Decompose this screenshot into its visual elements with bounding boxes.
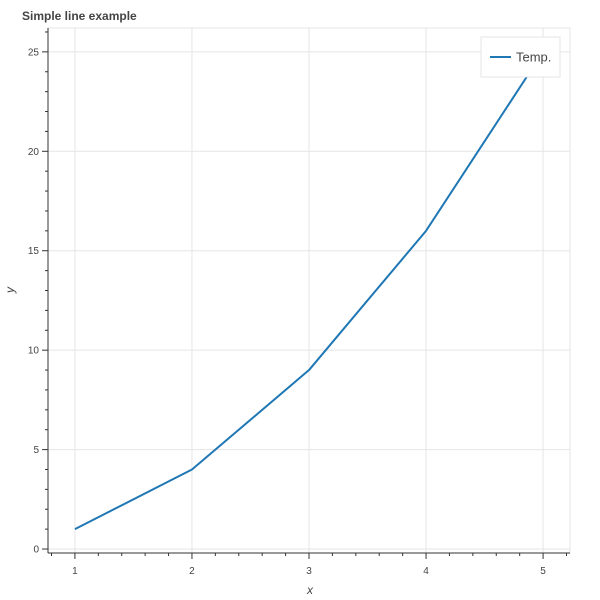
x-tick-label: 4 — [423, 566, 429, 577]
x-tick-label: 5 — [540, 566, 546, 577]
x-tick-label: 3 — [306, 566, 312, 577]
y-tick-label: 5 — [33, 445, 39, 456]
grid — [48, 28, 570, 553]
y-tick-label: 25 — [28, 47, 40, 58]
series-layer — [74, 51, 544, 531]
legend: Temp. — [480, 36, 561, 78]
chart-title: Simple line example — [22, 9, 137, 23]
y-axis: 0 5 10 15 20 25 — [28, 28, 49, 556]
y-tick-label: 0 — [33, 545, 39, 556]
x-tick-label: 2 — [189, 566, 195, 577]
y-tick-label: 15 — [28, 246, 40, 257]
y-axis-label: y — [3, 286, 17, 294]
x-axis-label: x — [306, 583, 314, 597]
x-axis: 1 2 3 4 5 — [48, 552, 570, 577]
y-tick-label: 20 — [28, 147, 40, 158]
series-line — [74, 51, 544, 531]
y-tick-label: 10 — [28, 346, 40, 357]
legend-label: Temp. — [516, 50, 551, 65]
x-tick-label: 1 — [72, 566, 78, 577]
